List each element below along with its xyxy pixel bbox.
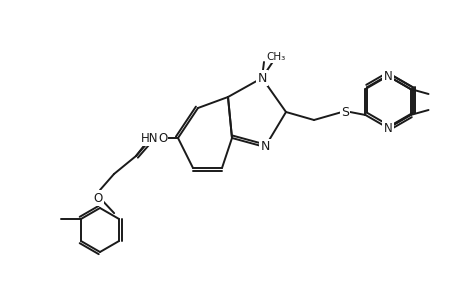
Text: CH₃: CH₃ [265,52,285,62]
Text: O: O [93,191,102,205]
Text: O: O [157,131,167,145]
Text: HN: HN [140,131,157,145]
Text: N: N [383,70,392,83]
Text: S: S [340,106,348,118]
Text: N: N [257,71,266,85]
Text: N: N [383,122,392,134]
Text: N: N [260,140,269,154]
